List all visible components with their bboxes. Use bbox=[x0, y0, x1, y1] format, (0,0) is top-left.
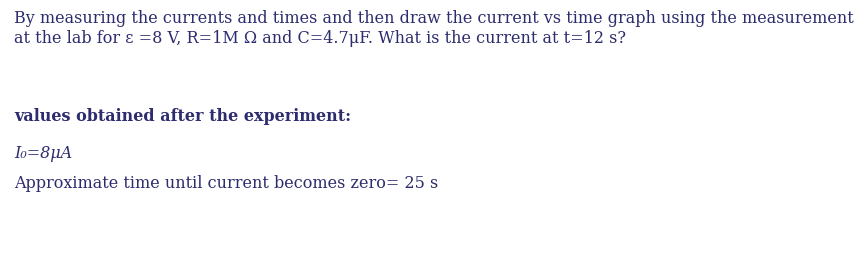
Text: values obtained after the experiment:: values obtained after the experiment: bbox=[14, 108, 352, 125]
Text: I₀=8μA: I₀=8μA bbox=[14, 145, 72, 162]
Text: Approximate time until current becomes zero= 25 s: Approximate time until current becomes z… bbox=[14, 175, 438, 192]
Text: at the lab for ε =8 V, R=1M Ω and C=4.7μF. What is the current at t=12 s?: at the lab for ε =8 V, R=1M Ω and C=4.7μ… bbox=[14, 30, 626, 47]
Text: By measuring the currents and times and then draw the current vs time graph usin: By measuring the currents and times and … bbox=[14, 10, 854, 27]
